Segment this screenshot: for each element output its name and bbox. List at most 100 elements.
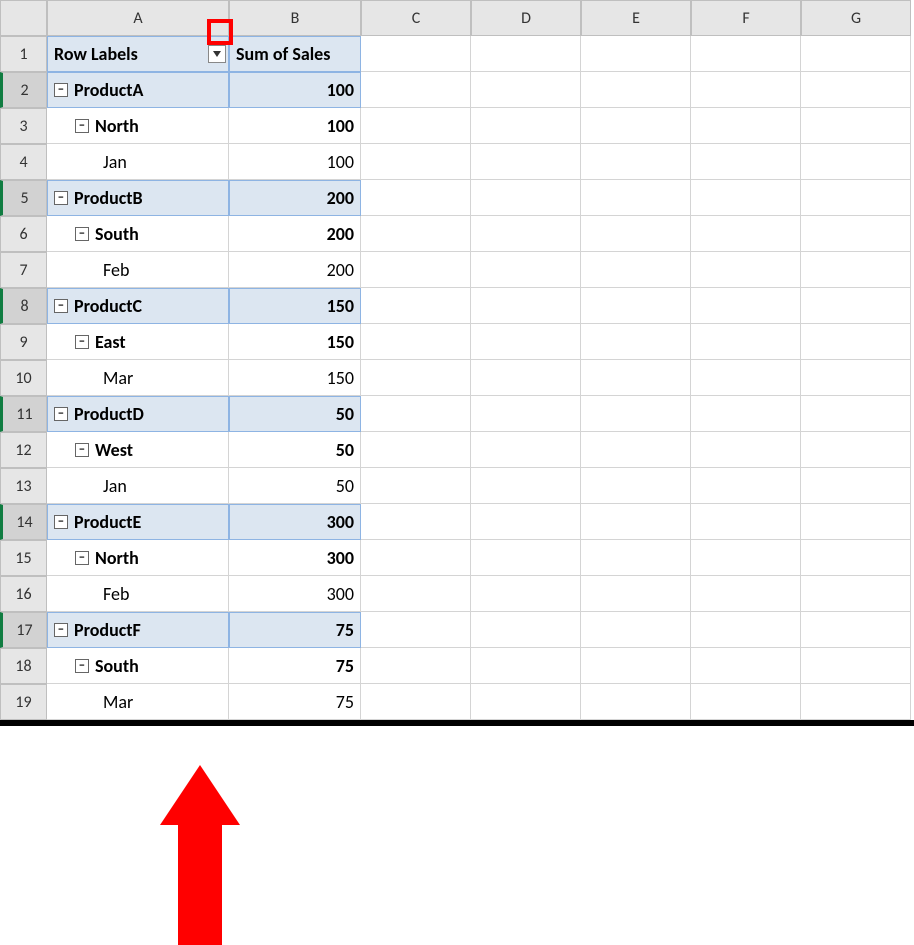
row-header-10[interactable]: 10 xyxy=(0,360,47,396)
empty-cell[interactable] xyxy=(471,612,581,648)
empty-cell[interactable] xyxy=(581,540,691,576)
pivot-product-row[interactable]: −ProductC xyxy=(47,288,229,324)
empty-cell[interactable] xyxy=(581,324,691,360)
empty-cell[interactable] xyxy=(691,144,801,180)
product-value[interactable]: 50 xyxy=(229,396,361,432)
column-header-F[interactable]: F xyxy=(691,0,801,36)
pivot-month-row[interactable]: Mar xyxy=(47,684,229,720)
empty-cell[interactable] xyxy=(361,144,471,180)
select-all-corner[interactable] xyxy=(0,0,47,36)
row-header-12[interactable]: 12 xyxy=(0,432,47,468)
collapse-icon[interactable]: − xyxy=(54,83,68,97)
product-value[interactable]: 200 xyxy=(229,180,361,216)
empty-cell[interactable] xyxy=(471,540,581,576)
empty-cell[interactable] xyxy=(691,216,801,252)
empty-cell[interactable] xyxy=(581,288,691,324)
empty-cell[interactable] xyxy=(471,360,581,396)
empty-cell[interactable] xyxy=(581,180,691,216)
collapse-icon[interactable]: − xyxy=(54,407,68,421)
empty-cell[interactable] xyxy=(691,252,801,288)
pivot-product-row[interactable]: −ProductE xyxy=(47,504,229,540)
empty-cell[interactable] xyxy=(471,432,581,468)
region-value[interactable]: 100 xyxy=(229,108,361,144)
empty-cell[interactable] xyxy=(581,108,691,144)
empty-cell[interactable] xyxy=(801,144,911,180)
empty-cell[interactable] xyxy=(581,144,691,180)
empty-cell[interactable] xyxy=(801,468,911,504)
empty-cell[interactable] xyxy=(691,324,801,360)
pivot-month-row[interactable]: Jan xyxy=(47,468,229,504)
column-header-A[interactable]: A xyxy=(47,0,229,36)
empty-cell[interactable] xyxy=(471,576,581,612)
empty-cell[interactable] xyxy=(361,360,471,396)
month-value[interactable]: 75 xyxy=(229,684,361,720)
empty-cell[interactable] xyxy=(471,288,581,324)
empty-cell[interactable] xyxy=(691,288,801,324)
row-header-15[interactable]: 15 xyxy=(0,540,47,576)
column-header-D[interactable]: D xyxy=(471,0,581,36)
empty-cell[interactable] xyxy=(801,216,911,252)
empty-cell[interactable] xyxy=(361,252,471,288)
region-value[interactable]: 50 xyxy=(229,432,361,468)
empty-cell[interactable] xyxy=(801,252,911,288)
row-header-7[interactable]: 7 xyxy=(0,252,47,288)
empty-cell[interactable] xyxy=(361,648,471,684)
empty-cell[interactable] xyxy=(361,324,471,360)
collapse-icon[interactable]: − xyxy=(54,191,68,205)
product-value[interactable]: 150 xyxy=(229,288,361,324)
empty-cell[interactable] xyxy=(361,540,471,576)
month-value[interactable]: 300 xyxy=(229,576,361,612)
empty-cell[interactable] xyxy=(361,180,471,216)
pivot-product-row[interactable]: −ProductD xyxy=(47,396,229,432)
collapse-icon[interactable]: − xyxy=(54,299,68,313)
pivot-product-row[interactable]: −ProductF xyxy=(47,612,229,648)
empty-cell[interactable] xyxy=(581,648,691,684)
row-header-3[interactable]: 3 xyxy=(0,108,47,144)
empty-cell[interactable] xyxy=(471,396,581,432)
empty-cell[interactable] xyxy=(361,36,471,72)
row-header-18[interactable]: 18 xyxy=(0,648,47,684)
row-header-2[interactable]: 2 xyxy=(0,72,47,108)
row-header-1[interactable]: 1 xyxy=(0,36,47,72)
empty-cell[interactable] xyxy=(801,432,911,468)
empty-cell[interactable] xyxy=(581,396,691,432)
pivot-month-row[interactable]: Feb xyxy=(47,252,229,288)
row-header-19[interactable]: 19 xyxy=(0,684,47,720)
empty-cell[interactable] xyxy=(691,468,801,504)
region-value[interactable]: 200 xyxy=(229,216,361,252)
product-value[interactable]: 300 xyxy=(229,504,361,540)
pivot-region-row[interactable]: −South xyxy=(47,216,229,252)
empty-cell[interactable] xyxy=(361,396,471,432)
empty-cell[interactable] xyxy=(361,288,471,324)
empty-cell[interactable] xyxy=(361,216,471,252)
row-header-11[interactable]: 11 xyxy=(0,396,47,432)
pivot-product-row[interactable]: −ProductA xyxy=(47,72,229,108)
empty-cell[interactable] xyxy=(801,504,911,540)
empty-cell[interactable] xyxy=(801,684,911,720)
empty-cell[interactable] xyxy=(471,180,581,216)
empty-cell[interactable] xyxy=(801,360,911,396)
collapse-icon[interactable]: − xyxy=(75,443,89,457)
empty-cell[interactable] xyxy=(361,108,471,144)
pivot-region-row[interactable]: −North xyxy=(47,540,229,576)
empty-cell[interactable] xyxy=(581,252,691,288)
empty-cell[interactable] xyxy=(691,540,801,576)
empty-cell[interactable] xyxy=(691,180,801,216)
pivot-region-row[interactable]: −West xyxy=(47,432,229,468)
row-header-16[interactable]: 16 xyxy=(0,576,47,612)
collapse-icon[interactable]: − xyxy=(75,551,89,565)
empty-cell[interactable] xyxy=(471,468,581,504)
empty-cell[interactable] xyxy=(691,612,801,648)
empty-cell[interactable] xyxy=(471,144,581,180)
row-header-5[interactable]: 5 xyxy=(0,180,47,216)
empty-cell[interactable] xyxy=(471,504,581,540)
empty-cell[interactable] xyxy=(361,612,471,648)
column-header-E[interactable]: E xyxy=(581,0,691,36)
month-value[interactable]: 50 xyxy=(229,468,361,504)
empty-cell[interactable] xyxy=(471,108,581,144)
empty-cell[interactable] xyxy=(361,576,471,612)
pivot-region-row[interactable]: −North xyxy=(47,108,229,144)
empty-cell[interactable] xyxy=(691,360,801,396)
empty-cell[interactable] xyxy=(361,432,471,468)
empty-cell[interactable] xyxy=(471,36,581,72)
